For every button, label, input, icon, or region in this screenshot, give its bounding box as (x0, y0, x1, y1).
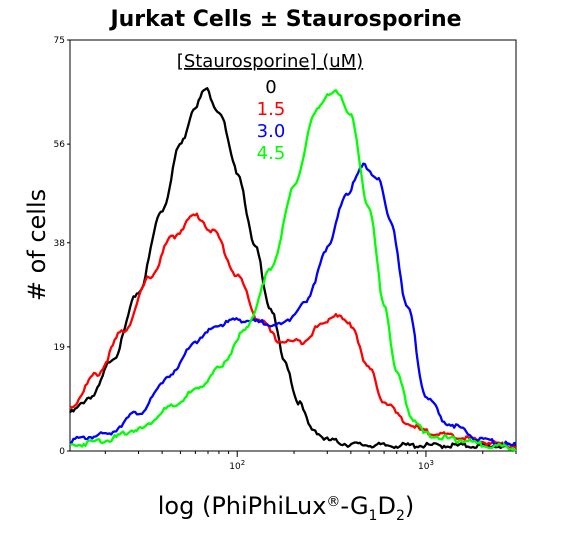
series-line-0 (69, 87, 517, 450)
series-line-1 (69, 212, 517, 449)
legend-item: 4.5 (257, 143, 286, 164)
plot-frame (69, 39, 517, 452)
series-lines (69, 87, 517, 452)
x-axis-label-sub2: 2 (396, 508, 405, 524)
chart-title: Jurkat Cells ± Staurosporine (108, 7, 461, 32)
x-tick-label: 103 (418, 459, 434, 472)
legend-item: 3.0 (257, 121, 286, 142)
y-tick-label: 0 (59, 447, 65, 457)
x-axis-label-suffix: ) (405, 492, 414, 520)
y-tick-label: 38 (54, 239, 66, 249)
y-axis-label: # of cells (23, 189, 51, 301)
x-axis-label: log (PhiPhiLux®-G1D2) (158, 492, 415, 524)
x-tick-exp: 2 (241, 459, 245, 467)
x-axis-label-d: D (377, 492, 395, 520)
y-axis: 0 19 38 56 75 (54, 36, 70, 457)
y-tick-label: 19 (54, 343, 66, 353)
legend-item: 0 (265, 77, 276, 98)
legend: [Staurosporine] (uM) 01.53.04.5 (177, 51, 363, 164)
y-tick-label: 56 (54, 140, 66, 150)
x-axis-label-sub1: 1 (369, 508, 378, 524)
legend-title: [Staurosporine] (uM) (177, 51, 363, 72)
x-axis: 102 103 (104, 451, 517, 472)
y-tick-label: 75 (54, 36, 65, 46)
x-axis-label-registered: ® (326, 494, 340, 510)
x-tick-base: 10 (418, 462, 430, 472)
x-tick-exp: 3 (429, 459, 433, 467)
series-line-2 (69, 162, 517, 448)
x-axis-label-mid: -G (340, 492, 368, 520)
legend-item: 1.5 (257, 99, 286, 120)
series-line-3 (69, 89, 517, 452)
x-tick-label: 102 (229, 459, 245, 472)
x-axis-label-prefix: log (PhiPhiLux (158, 492, 327, 520)
x-tick-base: 10 (229, 462, 241, 472)
